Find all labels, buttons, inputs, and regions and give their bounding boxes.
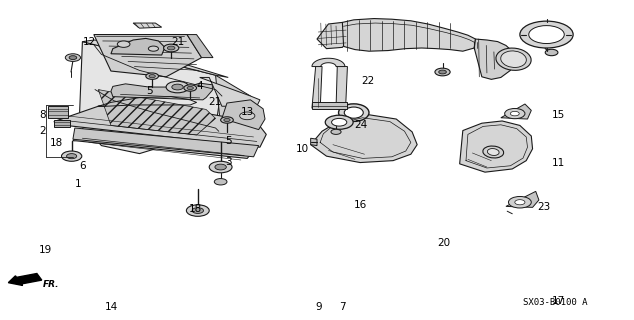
Polygon shape <box>311 115 417 163</box>
Polygon shape <box>312 102 347 109</box>
Circle shape <box>184 85 197 91</box>
Circle shape <box>221 117 233 123</box>
Text: 3: 3 <box>225 156 231 167</box>
Text: 21: 21 <box>208 97 221 107</box>
Text: 2: 2 <box>39 126 46 136</box>
Text: 15: 15 <box>552 110 565 120</box>
Polygon shape <box>317 22 347 49</box>
Polygon shape <box>111 38 165 55</box>
Circle shape <box>510 111 519 116</box>
Polygon shape <box>82 40 228 77</box>
Polygon shape <box>336 66 347 109</box>
Polygon shape <box>342 19 476 51</box>
Circle shape <box>187 86 193 90</box>
Circle shape <box>186 205 209 216</box>
Polygon shape <box>133 23 162 28</box>
Text: 17: 17 <box>552 296 565 307</box>
Text: 12: 12 <box>83 36 96 47</box>
Polygon shape <box>312 66 322 109</box>
Text: SX03-B0100 A: SX03-B0100 A <box>523 298 588 307</box>
Circle shape <box>215 164 226 170</box>
Circle shape <box>505 108 525 119</box>
Text: 20: 20 <box>437 238 451 248</box>
Circle shape <box>520 21 573 48</box>
Ellipse shape <box>501 51 526 68</box>
Text: 4: 4 <box>197 81 203 92</box>
Circle shape <box>214 179 227 185</box>
Text: 18: 18 <box>189 204 202 214</box>
Ellipse shape <box>339 104 369 121</box>
Circle shape <box>529 26 564 44</box>
Polygon shape <box>187 35 213 58</box>
Circle shape <box>545 49 558 56</box>
Polygon shape <box>79 42 222 154</box>
Ellipse shape <box>488 148 499 156</box>
Circle shape <box>149 75 155 78</box>
Polygon shape <box>474 39 514 79</box>
Polygon shape <box>200 77 260 106</box>
Text: 14: 14 <box>105 301 118 312</box>
Text: 18: 18 <box>50 138 63 148</box>
Polygon shape <box>54 120 70 127</box>
Text: 10: 10 <box>296 144 309 154</box>
Circle shape <box>65 54 81 61</box>
FancyArrow shape <box>8 274 42 285</box>
Circle shape <box>224 118 230 122</box>
Text: 23: 23 <box>538 202 551 212</box>
Circle shape <box>331 129 341 134</box>
Text: 19: 19 <box>39 245 52 255</box>
Polygon shape <box>312 58 345 67</box>
Text: 22: 22 <box>361 76 375 86</box>
Text: 11: 11 <box>552 158 565 168</box>
Circle shape <box>515 200 525 205</box>
Circle shape <box>146 73 158 79</box>
Circle shape <box>67 154 77 159</box>
Polygon shape <box>54 106 266 147</box>
Polygon shape <box>98 90 216 135</box>
Text: 8: 8 <box>39 110 46 120</box>
Text: 21: 21 <box>171 36 184 47</box>
Text: 9: 9 <box>316 302 322 312</box>
Circle shape <box>61 151 82 161</box>
Circle shape <box>240 112 255 120</box>
Polygon shape <box>506 191 539 207</box>
Circle shape <box>164 44 179 52</box>
Circle shape <box>508 196 531 208</box>
Circle shape <box>332 118 347 126</box>
Ellipse shape <box>483 146 503 158</box>
Text: 5: 5 <box>146 86 152 96</box>
Polygon shape <box>216 75 257 146</box>
Polygon shape <box>311 138 317 146</box>
Ellipse shape <box>344 107 363 118</box>
Circle shape <box>148 46 158 51</box>
Polygon shape <box>222 100 265 130</box>
Text: 16: 16 <box>354 200 367 211</box>
Circle shape <box>209 161 232 173</box>
Circle shape <box>167 46 175 50</box>
Circle shape <box>166 81 189 93</box>
Polygon shape <box>73 121 254 158</box>
Polygon shape <box>460 121 533 172</box>
Text: FR.: FR. <box>43 280 60 289</box>
Circle shape <box>69 56 77 60</box>
Ellipse shape <box>496 48 531 70</box>
Polygon shape <box>94 35 202 77</box>
Text: 13: 13 <box>241 107 254 117</box>
Text: 5: 5 <box>225 136 231 146</box>
Circle shape <box>439 70 446 74</box>
Text: 24: 24 <box>354 120 367 131</box>
Polygon shape <box>111 83 212 100</box>
Circle shape <box>435 68 450 76</box>
Text: 7: 7 <box>339 302 346 312</box>
Circle shape <box>325 115 353 129</box>
Polygon shape <box>73 128 259 157</box>
Polygon shape <box>501 104 531 119</box>
Circle shape <box>192 208 204 213</box>
Circle shape <box>172 84 183 90</box>
Text: 1: 1 <box>75 179 81 189</box>
Polygon shape <box>48 106 68 118</box>
Text: 6: 6 <box>79 161 86 172</box>
Circle shape <box>117 41 130 47</box>
